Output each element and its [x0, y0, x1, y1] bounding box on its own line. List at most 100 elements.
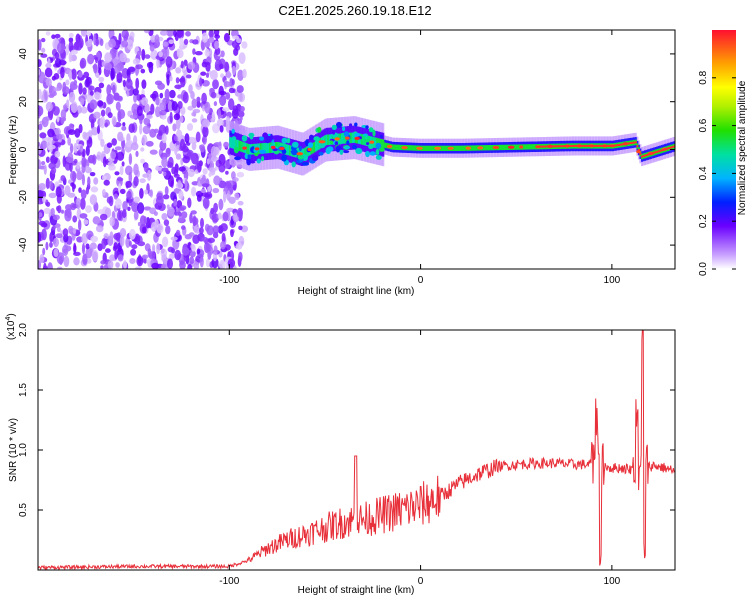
band-core — [259, 143, 262, 154]
noise-blob — [223, 190, 227, 203]
noise-blob — [115, 262, 120, 268]
noise-blob — [161, 156, 168, 168]
noise-blob — [232, 105, 239, 116]
band-red-core — [622, 143, 625, 146]
figure-title: C2E1.2025.260.19.18.E12 — [278, 3, 431, 18]
noise-blob — [196, 160, 202, 173]
noise-blob — [98, 67, 102, 76]
noise-blob — [155, 96, 160, 106]
noise-blob — [110, 151, 117, 160]
band-core — [471, 145, 474, 151]
band-core — [284, 143, 287, 155]
noise-blob — [57, 205, 62, 214]
noise-blob — [89, 194, 98, 206]
band-core — [264, 142, 267, 154]
noise-blob — [100, 265, 104, 269]
band-red-core — [564, 145, 567, 148]
noise-blob — [128, 123, 135, 133]
noise-blob — [231, 65, 236, 76]
noise-blob — [62, 228, 69, 237]
noise-blob — [79, 197, 86, 210]
band-core — [393, 144, 395, 150]
band-red-core — [657, 150, 660, 153]
noise-blob — [143, 163, 149, 173]
noise-blob — [173, 135, 178, 142]
noise-blob — [149, 149, 158, 155]
noise-blob — [157, 82, 166, 90]
noise-blob — [62, 155, 66, 168]
noise-blob — [240, 225, 249, 233]
noise-blob — [95, 225, 104, 233]
noise-blob — [218, 90, 227, 96]
band-red-core — [636, 145, 639, 148]
colorbar: 0.0 0.2 0.4 0.6 0.8 Normalized spectral ampl… — [698, 30, 748, 276]
band-core — [431, 145, 434, 151]
noise-blob — [47, 262, 53, 269]
noise-blob — [137, 202, 145, 214]
noise-blob — [116, 71, 123, 84]
noise-blob — [113, 233, 121, 240]
band-core — [484, 145, 487, 151]
band-core — [504, 144, 507, 150]
noise-blob — [187, 263, 193, 269]
noise-blob — [236, 171, 245, 178]
band-red-core — [605, 144, 608, 147]
noise-blob — [60, 117, 65, 125]
band-core — [406, 145, 409, 151]
noise-blob — [220, 73, 225, 78]
noise-blob — [38, 71, 46, 84]
band-peak — [279, 146, 285, 151]
noise-blob — [123, 260, 127, 269]
band-core — [315, 140, 317, 152]
noise-blob — [100, 260, 106, 265]
noise-blob — [68, 40, 74, 53]
noise-blob — [211, 257, 219, 269]
noise-blob — [110, 67, 116, 80]
band-blob — [380, 142, 385, 149]
band-core — [287, 144, 290, 156]
noise-blob — [85, 40, 93, 48]
band-red-core — [559, 145, 562, 148]
noise-blob — [53, 87, 60, 92]
noise-blob — [46, 201, 51, 207]
noise-blob — [187, 61, 196, 70]
noise-blob — [213, 245, 218, 256]
noise-blob — [192, 217, 199, 226]
noise-blob — [111, 138, 117, 146]
noise-blob — [131, 200, 139, 213]
y-tick-label: -40 — [18, 237, 29, 252]
y-tick-label: 1.5 — [18, 383, 29, 397]
band-red-core — [668, 146, 671, 149]
band-core — [313, 141, 316, 153]
noise-blob — [38, 199, 43, 205]
noise-blob — [235, 242, 243, 250]
noise-blob — [106, 142, 113, 148]
band-core — [425, 145, 428, 151]
band-core — [432, 145, 435, 151]
noise-blob — [67, 192, 76, 198]
noise-blob — [238, 225, 243, 231]
noise-blob — [86, 258, 92, 264]
y-tick-label: 1.0 — [18, 443, 29, 457]
noise-blob — [85, 131, 94, 137]
noise-blob — [79, 59, 85, 69]
noise-blob — [55, 58, 62, 68]
band-peak — [477, 146, 484, 150]
noise-blob — [60, 109, 67, 120]
noise-blob — [103, 179, 110, 186]
band-red-core — [535, 145, 538, 148]
noise-blob — [186, 123, 194, 131]
band-red-core — [588, 144, 591, 147]
noise-blob — [171, 101, 178, 111]
noise-blob — [133, 93, 138, 103]
noise-blob — [118, 32, 122, 45]
band-blob — [325, 147, 331, 155]
noise-blob — [220, 241, 226, 250]
band-peak — [386, 144, 393, 149]
band-blob — [231, 128, 235, 134]
noise-blob — [108, 38, 116, 49]
noise-blob — [184, 133, 190, 144]
band-blob — [270, 133, 273, 141]
noise-blob — [165, 125, 169, 135]
noise-blob — [135, 150, 139, 157]
